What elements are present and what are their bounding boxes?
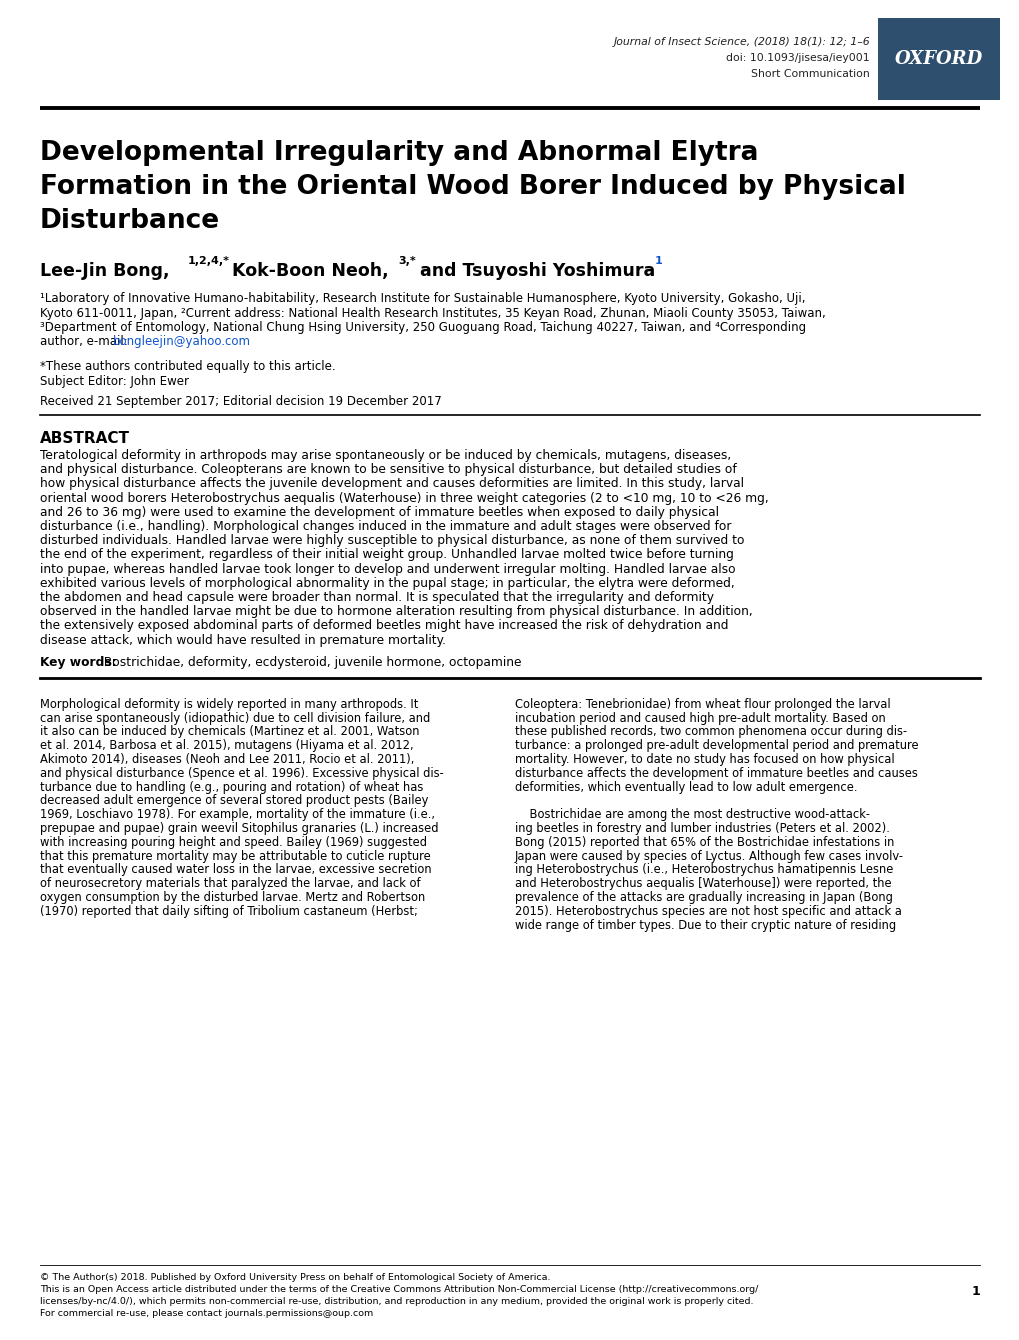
- Text: disturbance (i.e., handling). Morphological changes induced in the immature and : disturbance (i.e., handling). Morphologi…: [40, 520, 731, 533]
- Text: Journal of Insect Science, (2018) 18(1): 12; 1–6: Journal of Insect Science, (2018) 18(1):…: [612, 38, 869, 47]
- Text: et al. 2014, Barbosa et al. 2015), mutagens (Hiyama et al. 2012,: et al. 2014, Barbosa et al. 2015), mutag…: [40, 740, 414, 752]
- Text: (1970) reported that daily sifting of Tribolium castaneum (Herbst;: (1970) reported that daily sifting of Tr…: [40, 905, 418, 918]
- Text: the extensively exposed abdominal parts of deformed beetles might have increased: the extensively exposed abdominal parts …: [40, 619, 728, 632]
- Text: deformities, which eventually lead to low adult emergence.: deformities, which eventually lead to lo…: [515, 781, 857, 793]
- Text: with increasing pouring height and speed. Bailey (1969) suggested: with increasing pouring height and speed…: [40, 836, 427, 848]
- Text: Disturbance: Disturbance: [40, 208, 220, 234]
- Text: bongleejin@yahoo.com: bongleejin@yahoo.com: [113, 335, 251, 348]
- Text: 1: 1: [654, 256, 662, 267]
- Text: Bong (2015) reported that 65% of the Bostrichidae infestations in: Bong (2015) reported that 65% of the Bos…: [515, 836, 894, 848]
- Text: 1969, Loschiavo 1978). For example, mortality of the immature (i.e.,: 1969, Loschiavo 1978). For example, mort…: [40, 808, 434, 821]
- Text: observed in the handled larvae might be due to hormone alteration resulting from: observed in the handled larvae might be …: [40, 606, 752, 618]
- Text: Akimoto 2014), diseases (Neoh and Lee 2011, Rocio et al. 2011),: Akimoto 2014), diseases (Neoh and Lee 20…: [40, 753, 414, 766]
- Text: ing beetles in forestry and lumber industries (Peters et al. 2002).: ing beetles in forestry and lumber indus…: [515, 821, 889, 835]
- Text: and physical disturbance (Spence et al. 1996). Excessive physical dis-: and physical disturbance (Spence et al. …: [40, 766, 443, 780]
- Text: how physical disturbance affects the juvenile development and causes deformities: how physical disturbance affects the juv…: [40, 477, 743, 490]
- Text: Developmental Irregularity and Abnormal Elytra: Developmental Irregularity and Abnormal …: [40, 139, 758, 166]
- Text: Coleoptera: Tenebrionidae) from wheat flour prolonged the larval: Coleoptera: Tenebrionidae) from wheat fl…: [515, 698, 890, 710]
- Text: incubation period and caused high pre-adult mortality. Based on: incubation period and caused high pre-ad…: [515, 712, 884, 725]
- Text: Subject Editor: John Ewer: Subject Editor: John Ewer: [40, 374, 189, 387]
- Text: Lee-Jin Bong,: Lee-Jin Bong,: [40, 263, 169, 280]
- Text: licenses/by-nc/4.0/), which permits non-commercial re-use, distribution, and rep: licenses/by-nc/4.0/), which permits non-…: [40, 1297, 753, 1306]
- Text: that eventually caused water loss in the larvae, excessive secretion: that eventually caused water loss in the…: [40, 863, 431, 876]
- Text: 1,2,4,*: 1,2,4,*: [187, 256, 229, 267]
- Text: and physical disturbance. Coleopterans are known to be sensitive to physical dis: and physical disturbance. Coleopterans a…: [40, 464, 736, 476]
- Text: Kyoto 611-0011, Japan, ²Current address: National Health Research Institutes, 35: Kyoto 611-0011, Japan, ²Current address:…: [40, 307, 825, 319]
- Text: turbance due to handling (e.g., pouring and rotation) of wheat has: turbance due to handling (e.g., pouring …: [40, 781, 423, 793]
- Text: oriental wood borers Heterobostrychus aequalis (Waterhouse) in three weight cate: oriental wood borers Heterobostrychus ae…: [40, 492, 768, 505]
- Text: Kok-Boon Neoh,: Kok-Boon Neoh,: [231, 263, 388, 280]
- Text: disturbed individuals. Handled larvae were highly susceptible to physical distur: disturbed individuals. Handled larvae we…: [40, 535, 744, 547]
- Text: Morphological deformity is widely reported in many arthropods. It: Morphological deformity is widely report…: [40, 698, 418, 710]
- Text: decreased adult emergence of several stored product pests (Bailey: decreased adult emergence of several sto…: [40, 795, 428, 808]
- Text: prepupae and pupae) grain weevil Sitophilus granaries (L.) increased: prepupae and pupae) grain weevil Sitophi…: [40, 821, 438, 835]
- Text: Received 21 September 2017; Editorial decision 19 December 2017: Received 21 September 2017; Editorial de…: [40, 395, 441, 407]
- Text: For commercial re-use, please contact journals.permissions@oup.com: For commercial re-use, please contact jo…: [40, 1309, 373, 1319]
- Text: of neurosecretory materials that paralyzed the larvae, and lack of: of neurosecretory materials that paralyz…: [40, 878, 420, 890]
- Text: and 26 to 36 mg) were used to examine the development of immature beetles when e: and 26 to 36 mg) were used to examine th…: [40, 505, 718, 519]
- Text: ing Heterobostrychus (i.e., Heterobostrychus hamatipennis Lesne: ing Heterobostrychus (i.e., Heterobostry…: [515, 863, 893, 876]
- Text: Teratological deformity in arthropods may arise spontaneously or be induced by c: Teratological deformity in arthropods ma…: [40, 449, 731, 462]
- Text: 3,*: 3,*: [397, 256, 416, 267]
- Text: mortality. However, to date no study has focused on how physical: mortality. However, to date no study has…: [515, 753, 894, 766]
- Text: ABSTRACT: ABSTRACT: [40, 431, 129, 446]
- Text: OXFORD: OXFORD: [894, 50, 982, 68]
- Text: turbance: a prolonged pre-adult developmental period and premature: turbance: a prolonged pre-adult developm…: [515, 740, 918, 752]
- Text: that this premature mortality may be attributable to cuticle rupture: that this premature mortality may be att…: [40, 850, 430, 863]
- Text: can arise spontaneously (idiopathic) due to cell division failure, and: can arise spontaneously (idiopathic) due…: [40, 712, 430, 725]
- Bar: [877, 17, 999, 100]
- Text: Bostrichidae are among the most destructive wood-attack-: Bostrichidae are among the most destruct…: [515, 808, 869, 821]
- Text: it also can be induced by chemicals (Martinez et al. 2001, Watson: it also can be induced by chemicals (Mar…: [40, 725, 419, 738]
- Text: Japan were caused by species of Lyctus. Although few cases involv-: Japan were caused by species of Lyctus. …: [515, 850, 903, 863]
- Text: doi: 10.1093/jisesa/iey001: doi: 10.1093/jisesa/iey001: [726, 54, 869, 63]
- Text: This is an Open Access article distributed under the terms of the Creative Commo: This is an Open Access article distribut…: [40, 1285, 758, 1294]
- Text: oxygen consumption by the disturbed larvae. Mertz and Robertson: oxygen consumption by the disturbed larv…: [40, 891, 425, 904]
- Text: wide range of timber types. Due to their cryptic nature of residing: wide range of timber types. Due to their…: [515, 919, 896, 931]
- Text: 1: 1: [970, 1285, 979, 1298]
- Text: disturbance affects the development of immature beetles and causes: disturbance affects the development of i…: [515, 766, 917, 780]
- Text: the end of the experiment, regardless of their initial weight group. Unhandled l: the end of the experiment, regardless of…: [40, 548, 733, 561]
- Text: Formation in the Oriental Wood Borer Induced by Physical: Formation in the Oriental Wood Borer Ind…: [40, 174, 905, 200]
- Text: Short Communication: Short Communication: [751, 68, 869, 79]
- Text: author, e-mail:: author, e-mail:: [40, 335, 131, 348]
- Text: into pupae, whereas handled larvae took longer to develop and underwent irregula: into pupae, whereas handled larvae took …: [40, 563, 735, 576]
- Text: Key words:: Key words:: [40, 655, 116, 669]
- Text: ¹Laboratory of Innovative Humano-habitability, Research Institute for Sustainabl: ¹Laboratory of Innovative Humano-habitab…: [40, 292, 805, 306]
- Text: and Heterobostrychus aequalis [Waterhouse]) were reported, the: and Heterobostrychus aequalis [Waterhous…: [515, 878, 891, 890]
- Text: Bostrichidae, deformity, ecdysteroid, juvenile hormone, octopamine: Bostrichidae, deformity, ecdysteroid, ju…: [96, 655, 521, 669]
- Text: ³Department of Entomology, National Chung Hsing University, 250 Guoguang Road, T: ³Department of Entomology, National Chun…: [40, 322, 805, 334]
- Text: disease attack, which would have resulted in premature mortality.: disease attack, which would have resulte…: [40, 634, 445, 647]
- Text: the abdomen and head capsule were broader than normal. It is speculated that the: the abdomen and head capsule were broade…: [40, 591, 713, 604]
- Text: exhibited various levels of morphological abnormality in the pupal stage; in par: exhibited various levels of morphologica…: [40, 576, 734, 590]
- Text: these published records, two common phenomena occur during dis-: these published records, two common phen…: [515, 725, 906, 738]
- Text: 2015). Heterobostrychus species are not host specific and attack a: 2015). Heterobostrychus species are not …: [515, 905, 901, 918]
- Text: prevalence of the attacks are gradually increasing in Japan (Bong: prevalence of the attacks are gradually …: [515, 891, 892, 904]
- Text: © The Author(s) 2018. Published by Oxford University Press on behalf of Entomolo: © The Author(s) 2018. Published by Oxfor…: [40, 1273, 550, 1282]
- Text: and Tsuyoshi Yoshimura: and Tsuyoshi Yoshimura: [420, 263, 654, 280]
- Text: *These authors contributed equally to this article.: *These authors contributed equally to th…: [40, 360, 335, 373]
